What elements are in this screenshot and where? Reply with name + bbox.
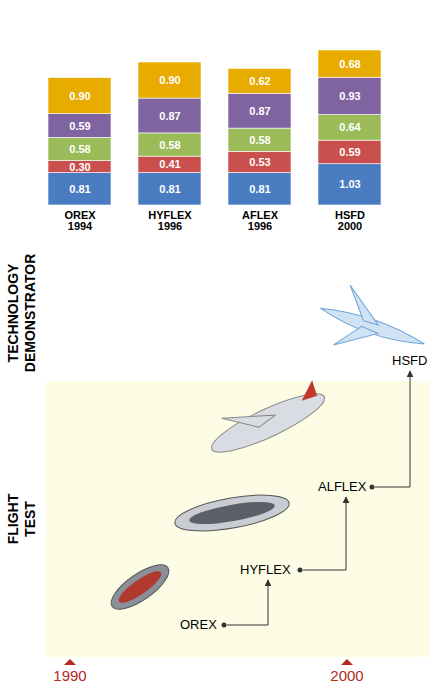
svg-text:0.81: 0.81 — [159, 183, 180, 195]
svg-text:0.62: 0.62 — [249, 75, 270, 87]
svg-text:1990: 1990 — [53, 667, 86, 684]
svg-text:AFLEX1996: AFLEX1996 — [242, 209, 279, 232]
svg-text:0.59: 0.59 — [69, 120, 90, 132]
svg-text:OREX: OREX — [180, 617, 217, 632]
svg-text:0.58: 0.58 — [69, 143, 90, 155]
svg-text:DEMONSTRATOR: DEMONSTRATOR — [22, 254, 38, 372]
svg-text:0.41: 0.41 — [159, 158, 180, 170]
svg-text:HYFLEX1996: HYFLEX1996 — [148, 209, 192, 232]
svg-text:HSFD2000: HSFD2000 — [335, 209, 365, 232]
svg-text:OREX1994: OREX1994 — [64, 209, 96, 232]
svg-text:TECHNOLOGY: TECHNOLOGY — [5, 263, 21, 362]
svg-text:0.58: 0.58 — [159, 139, 180, 151]
svg-text:0.53: 0.53 — [249, 156, 270, 168]
svg-text:0.81: 0.81 — [249, 183, 270, 195]
svg-text:1.03: 1.03 — [339, 178, 360, 190]
svg-text:0.64: 0.64 — [339, 121, 361, 133]
svg-text:0.81: 0.81 — [69, 183, 90, 195]
svg-text:2000: 2000 — [330, 667, 363, 684]
svg-text:0.58: 0.58 — [249, 134, 270, 146]
svg-text:0.30: 0.30 — [69, 161, 90, 173]
svg-text:0.90: 0.90 — [159, 74, 180, 86]
svg-text:ALFLEX: ALFLEX — [318, 479, 367, 494]
svg-text:TEST: TEST — [22, 501, 38, 537]
svg-text:HYFLEX: HYFLEX — [240, 562, 291, 577]
svg-text:0.93: 0.93 — [339, 90, 360, 102]
svg-text:0.68: 0.68 — [339, 58, 360, 70]
svg-text:FLIGHT: FLIGHT — [5, 493, 21, 544]
svg-text:0.87: 0.87 — [159, 110, 180, 122]
svg-text:HSFD: HSFD — [392, 353, 427, 368]
svg-text:0.90: 0.90 — [69, 90, 90, 102]
svg-text:0.87: 0.87 — [249, 105, 270, 117]
svg-text:0.59: 0.59 — [339, 146, 360, 158]
